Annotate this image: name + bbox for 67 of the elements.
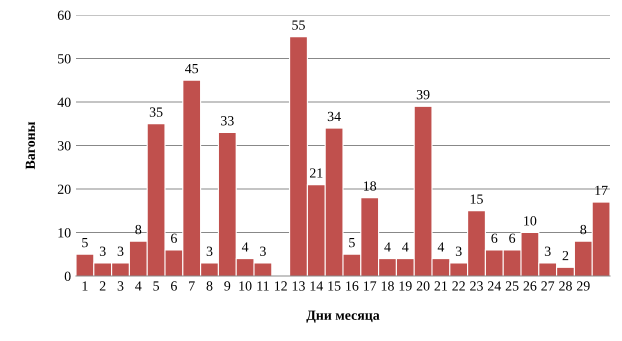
x-tick-label: 27	[541, 281, 554, 290]
x-tick-label: 25	[506, 281, 518, 291]
x-tick-label: 14	[310, 281, 324, 290]
x-tick-label: 29	[576, 281, 590, 291]
data-label: 35	[150, 107, 162, 117]
data-label: 2	[562, 250, 568, 260]
x-tick-label: 12	[274, 281, 287, 290]
data-label: 3	[118, 246, 124, 256]
data-label: 4	[438, 242, 444, 252]
x-tick-label: 1	[82, 281, 88, 290]
x-tick-label: 7	[189, 281, 195, 290]
x-tick-label: 18	[382, 281, 394, 291]
data-label: 6	[491, 234, 498, 243]
data-label: 5	[349, 238, 355, 248]
y-axis-title: Вагоны	[26, 122, 35, 170]
x-tick-label: 15	[328, 281, 340, 291]
x-tick-label: 3	[118, 281, 124, 291]
x-tick-label: 24	[488, 281, 502, 290]
x-tick-label: 20	[416, 281, 430, 291]
x-tick-label: 16	[346, 281, 358, 291]
x-tick-label: 28	[559, 281, 572, 291]
y-tick-label: 60	[58, 10, 71, 20]
x-tick-label: 4	[135, 281, 142, 290]
data-label: 18	[364, 181, 376, 191]
x-tick-label: 2	[100, 281, 106, 290]
data-label: 6	[509, 234, 516, 243]
data-label: 3	[544, 246, 551, 256]
data-label: 17	[595, 186, 608, 195]
data-label: 3	[206, 246, 212, 256]
x-axis-title: Дни месяца	[306, 310, 380, 323]
data-label: 21	[310, 168, 322, 178]
data-label: 6	[171, 234, 177, 243]
data-label: 45	[185, 64, 198, 74]
y-tick-label: 0	[64, 272, 71, 281]
data-label: 55	[292, 20, 305, 30]
y-tick-label: 50	[58, 54, 71, 64]
data-label: 5	[82, 238, 88, 248]
x-tick-label: 5	[153, 281, 160, 291]
data-label: 8	[580, 224, 586, 234]
y-tick-label: 40	[58, 98, 71, 107]
x-tick-label: 26	[524, 281, 536, 291]
y-tick-label: 20	[58, 184, 71, 194]
data-label: 4	[402, 242, 409, 252]
x-tick-label: 23	[470, 281, 483, 291]
data-label: 3	[260, 246, 266, 256]
x-tick-label: 10	[239, 281, 252, 291]
x-tick-label: 17	[364, 281, 376, 290]
y-tick-label: 10	[58, 228, 71, 238]
x-tick-label: 22	[452, 281, 465, 290]
x-tick-label: 13	[292, 281, 305, 291]
x-tick-label: 9	[224, 281, 230, 291]
x-tick-label: 6	[171, 281, 177, 291]
data-label: 4	[242, 242, 248, 252]
data-label: 15	[470, 194, 483, 204]
data-label: 39	[416, 90, 430, 100]
data-label: 4	[384, 242, 391, 252]
x-tick-label: 8	[206, 281, 212, 291]
data-label: 3	[100, 246, 106, 256]
data-label: 10	[524, 216, 536, 226]
x-tick-label: 21	[434, 281, 448, 290]
data-label: 8	[135, 224, 142, 234]
data-label: 34	[328, 112, 341, 122]
x-tick-label: 11	[257, 281, 269, 290]
x-tick-label: 19	[400, 281, 412, 291]
data-label: 3	[456, 246, 462, 256]
data-label: 33	[221, 116, 234, 126]
y-tick-label: 30	[58, 141, 71, 150]
